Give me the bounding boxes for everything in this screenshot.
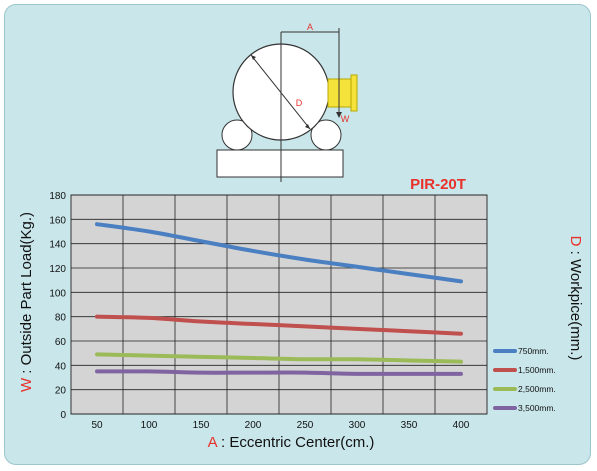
y2-axis-label: D : Workpice(mm.)	[567, 236, 584, 361]
y-tick-label: 140	[49, 240, 66, 251]
y-axis-label-prefix: W	[18, 377, 35, 392]
legend-label: 750mm.	[518, 346, 549, 356]
diagram-label-a: A	[307, 22, 313, 32]
diameter-arrowhead-top	[251, 55, 256, 60]
x-axis-label: A : Eccentric Center(cm.)	[208, 434, 375, 451]
y-tick-label: 120	[49, 264, 66, 275]
diameter-arrow	[250, 54, 311, 130]
series-line-0	[95, 222, 463, 284]
x-axis-label-text: : Eccentric Center(cm.)	[217, 434, 375, 451]
clamp-flange	[350, 74, 358, 112]
series-lines	[95, 222, 463, 376]
y-tick-label: 80	[55, 313, 67, 324]
y2-axis-label-text: : Workpice(mm.)	[567, 246, 584, 360]
y-axis-label: W : Outside Part Load(Kg.)	[18, 212, 35, 392]
diagram-label-d: D	[296, 98, 303, 108]
y-tick-label: 20	[55, 386, 67, 397]
x-tick-label: 50	[91, 420, 103, 431]
series-line-3	[95, 369, 463, 376]
legend-label: 2,500mm.	[518, 384, 556, 394]
y-tick-label: 180	[49, 191, 66, 202]
x-tick-label: 400	[453, 420, 470, 431]
x-tick-label: 350	[401, 420, 418, 431]
legend-label: 1,500mm.	[518, 365, 556, 375]
y-tick-label: 40	[55, 361, 67, 372]
y-tick-label: 100	[49, 288, 66, 299]
machine-diagram: A D W	[216, 22, 358, 182]
diameter-arrowhead-bottom	[305, 124, 310, 129]
y-tick-label: 0	[60, 410, 66, 421]
legend-label: 3,500mm.	[518, 403, 556, 413]
x-tick-label: 300	[349, 420, 366, 431]
y-tick-label: 160	[49, 215, 66, 226]
y2-axis-label-prefix: D	[567, 236, 584, 247]
support-roller-right	[310, 119, 342, 151]
legend: 750mm. 1,500mm. 2,500mm. 3,500mm.	[493, 346, 556, 413]
series-line-1	[95, 314, 463, 336]
load-arrowhead	[336, 112, 342, 118]
y-axis-label-text: : Outside Part Load(Kg.)	[18, 212, 35, 378]
x-tick-label: 250	[297, 420, 314, 431]
x-tick-label: 100	[141, 420, 158, 431]
diagram-label-w: W	[341, 114, 350, 124]
x-tick-labels: 50 100 150 200 250 300 350 400	[91, 420, 469, 431]
x-axis-label-prefix: A	[208, 434, 218, 451]
support-roller-left	[221, 119, 253, 151]
machine-base	[216, 149, 344, 178]
series-line-2	[95, 352, 463, 364]
y-tick-labels: 0 20 40 60 80 100 120 140 160 180	[49, 191, 66, 421]
x-tick-label: 200	[245, 420, 262, 431]
y-tick-label: 60	[55, 337, 67, 348]
chart-title: PIR-20T	[410, 176, 466, 193]
x-tick-label: 150	[193, 420, 210, 431]
grid	[71, 194, 487, 415]
